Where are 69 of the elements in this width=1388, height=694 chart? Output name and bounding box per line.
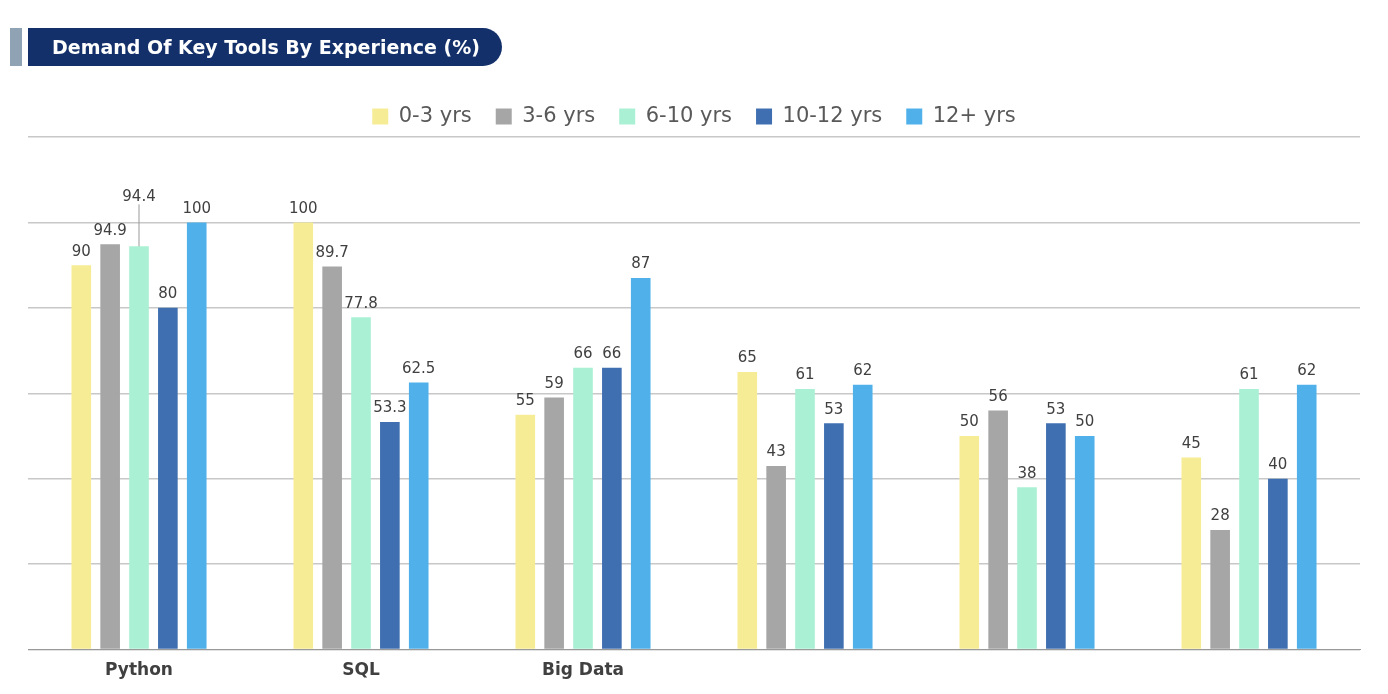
data-label: 53.3 xyxy=(373,398,407,417)
bar xyxy=(1017,487,1037,649)
bar xyxy=(852,384,873,649)
bar xyxy=(573,367,593,649)
bar xyxy=(1268,478,1288,649)
bar xyxy=(602,367,622,649)
data-label: 55 xyxy=(515,391,535,410)
data-label: 28 xyxy=(1210,506,1230,525)
bar xyxy=(824,423,844,649)
bar xyxy=(544,397,564,649)
data-label: 50 xyxy=(1075,412,1095,431)
bar xyxy=(380,421,400,649)
bar xyxy=(795,389,815,649)
bar xyxy=(959,436,980,649)
data-label: 100 xyxy=(288,198,318,217)
legend-label: 6-10 yrs xyxy=(645,102,733,127)
data-label: 53 xyxy=(824,399,844,418)
data-label: 62 xyxy=(1297,361,1317,380)
data-label: 61 xyxy=(795,365,815,384)
data-label: 77.8 xyxy=(344,293,378,312)
bar xyxy=(71,265,92,649)
bar xyxy=(322,266,342,649)
data-label: 38 xyxy=(1017,463,1037,482)
data-label: 87 xyxy=(631,254,651,273)
bar xyxy=(293,222,314,649)
bar xyxy=(515,414,536,649)
bar xyxy=(100,244,120,649)
bar xyxy=(1074,436,1095,649)
x-tick-label: Python xyxy=(105,659,173,680)
bar xyxy=(351,317,371,649)
bar xyxy=(186,222,207,649)
bar xyxy=(129,246,149,649)
bar xyxy=(408,382,429,649)
legend-label: 0-3 yrs xyxy=(398,102,472,127)
bar xyxy=(1181,457,1202,649)
chart-title: Demand Of Key Tools By Experience (%) xyxy=(28,28,502,66)
data-label: 65 xyxy=(737,348,757,367)
data-label: 45 xyxy=(1181,433,1201,452)
data-label: 90 xyxy=(71,241,91,260)
bar xyxy=(766,465,786,649)
data-label: 94.4 xyxy=(122,186,156,205)
data-label: 89.7 xyxy=(315,242,349,261)
bar xyxy=(737,371,758,649)
bar xyxy=(630,277,651,649)
bar xyxy=(1210,529,1230,649)
bar xyxy=(1296,384,1317,649)
data-label: 94.9 xyxy=(93,220,127,239)
data-label: 100 xyxy=(182,198,212,217)
legend-label: 3-6 yrs xyxy=(522,102,596,127)
bar xyxy=(158,307,178,649)
data-label: 66 xyxy=(573,344,593,363)
data-label: 80 xyxy=(158,284,178,303)
bar xyxy=(988,410,1008,649)
data-label: 50 xyxy=(959,412,979,431)
x-tick-label: Big Data xyxy=(541,659,625,680)
data-label: 61 xyxy=(1239,365,1259,384)
legend-label: 12+ yrs xyxy=(932,102,1016,127)
x-tick-label: SQL xyxy=(342,659,380,680)
data-label: 62 xyxy=(853,361,873,380)
data-label: 62.5 xyxy=(402,359,436,378)
data-label: 59 xyxy=(544,373,564,392)
data-label: 40 xyxy=(1268,455,1288,474)
bar xyxy=(1239,389,1259,649)
data-label: 53 xyxy=(1046,399,1066,418)
data-label: 43 xyxy=(766,442,786,461)
data-label: 66 xyxy=(602,344,622,363)
legend-label: 10-12 yrs xyxy=(782,102,883,127)
bar xyxy=(1046,423,1066,649)
data-label: 56 xyxy=(988,386,1008,405)
